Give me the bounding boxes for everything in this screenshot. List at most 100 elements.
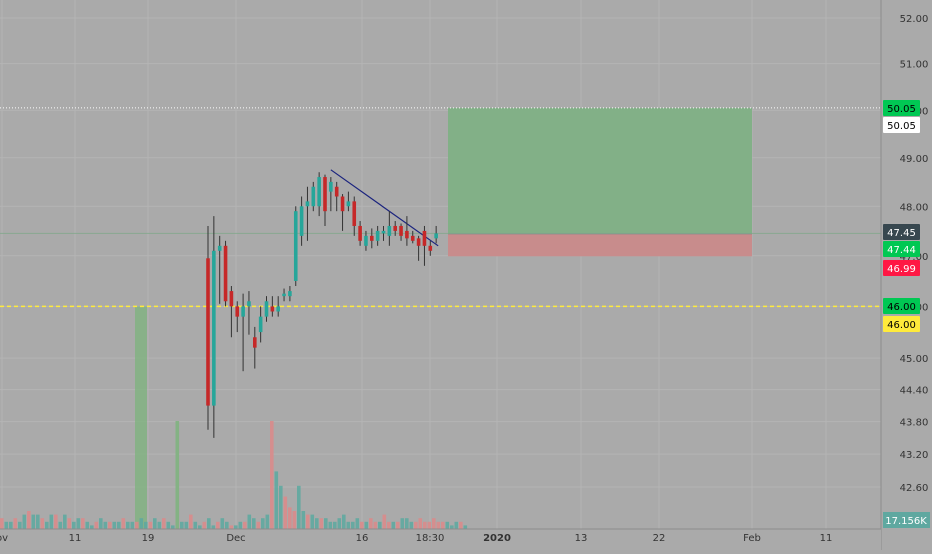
volume-bar: [121, 518, 126, 529]
volume-bar: [76, 518, 81, 529]
candle-body: [293, 211, 298, 281]
volume-bar: [126, 521, 130, 529]
candle-body: [223, 245, 228, 302]
candle-body: [434, 233, 438, 239]
volume-bar: [247, 514, 252, 529]
volume-bar: [40, 518, 45, 529]
price-tick-label: 45.00: [900, 354, 929, 365]
candle-body: [346, 201, 351, 207]
volume-bar: [103, 521, 108, 529]
time-axis-ticks: ov 11 19 Dec 16 18:30 2020 13 22 Feb 11: [0, 533, 832, 544]
long-position-loss-zone: [448, 233, 752, 257]
volume-bar: [9, 521, 13, 529]
candle-body: [428, 245, 433, 251]
volume-bar: [427, 521, 432, 529]
volume-bar: [72, 521, 76, 529]
candle-body: [393, 225, 397, 231]
time-axis-panel[interactable]: [0, 529, 881, 550]
time-tick-label: Dec: [226, 533, 245, 544]
price-tag-label: 50.05: [887, 121, 916, 132]
long-position-tool[interactable]: [448, 107, 752, 257]
volume-bar: [45, 521, 49, 529]
candle-body: [358, 225, 362, 241]
volume-bar: [418, 518, 423, 529]
candle-body: [340, 196, 345, 212]
horizontal-lines[interactable]: [0, 107, 881, 308]
volume-bar: [94, 521, 99, 529]
volume-bar: [81, 518, 85, 529]
volume-bar: [117, 521, 121, 529]
volume-bar: [184, 521, 189, 529]
volume-bar: [337, 518, 342, 529]
price-tag-box: [883, 100, 920, 116]
trendline[interactable]: [330, 169, 439, 247]
volume-bar: [409, 521, 414, 529]
price-tag-box: [883, 316, 920, 332]
volume-bar: [225, 521, 229, 529]
candle-body: [305, 201, 310, 207]
volume-bar: [355, 518, 360, 529]
price-tag-label: 46.00: [887, 320, 916, 331]
volume-bar: [139, 518, 144, 529]
time-tick-label: ov: [0, 533, 8, 544]
candle-body: [235, 306, 240, 317]
candle-body: [410, 235, 415, 241]
volume-bar: [436, 521, 441, 529]
volume-bar: [157, 521, 162, 529]
volume-bars: [0, 421, 468, 529]
descending-trendline: [330, 169, 439, 247]
volume-bar: [400, 518, 405, 529]
volume-bar: [58, 521, 63, 529]
volume-bar: [391, 521, 396, 529]
volume-tag-box: [883, 512, 930, 528]
volume-bar: [261, 518, 265, 529]
time-tick-label: 18:30: [416, 533, 445, 544]
candle-body: [364, 235, 368, 246]
volume-bar: [265, 514, 270, 529]
volume-bar: [13, 518, 18, 529]
volume-bar: [387, 521, 391, 529]
candle-body: [323, 177, 327, 212]
volume-bar: [31, 514, 36, 529]
price-tag-box: [883, 117, 920, 133]
volume-bar: [144, 521, 148, 529]
volume-bar: [193, 521, 198, 529]
volume-bar: [135, 521, 139, 529]
volume-bar: [153, 518, 157, 529]
candle-body: [212, 250, 216, 406]
price-tag-box: [883, 241, 920, 257]
volume-bar: [342, 514, 346, 529]
candlesticks: [206, 172, 438, 438]
volume-bar: [297, 485, 301, 529]
time-tick-label: 13: [575, 533, 588, 544]
volume-bar: [310, 514, 315, 529]
volume-bar: [85, 521, 90, 529]
volume-bar: [220, 518, 225, 529]
volume-bar: [90, 525, 94, 529]
highlight-bands: [135, 306, 147, 529]
volume-bar: [108, 521, 112, 529]
volume-bar: [324, 518, 328, 529]
volume-bar: [229, 525, 234, 529]
volume-tag-label: 17.156K: [885, 516, 927, 527]
volume-bar: [279, 485, 283, 529]
candle-body: [229, 291, 234, 307]
price-tick-label: 49.00: [900, 154, 929, 165]
candle-body: [370, 235, 374, 241]
volume-bar: [315, 518, 319, 529]
volume-bar: [162, 518, 166, 529]
volume-bar: [292, 511, 297, 529]
price-tag-box: [883, 298, 920, 314]
time-tick-label: 11: [820, 533, 833, 544]
volume-bar: [180, 521, 184, 529]
price-tick-label: 44.40: [900, 386, 929, 397]
candle-body: [422, 230, 427, 246]
candle-body: [381, 230, 386, 234]
volume-bar: [238, 521, 243, 529]
volume-bar: [49, 514, 54, 529]
volume-bar: [256, 521, 261, 529]
volume-bar: [202, 521, 207, 529]
